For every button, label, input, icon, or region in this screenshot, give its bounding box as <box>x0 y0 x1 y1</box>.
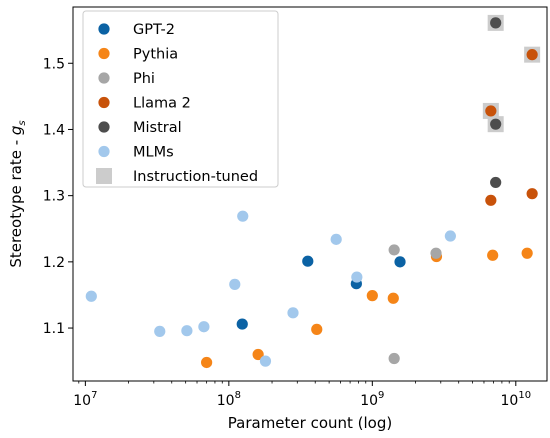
point-llama-2 <box>485 105 497 117</box>
y-axis-title-main: Stereotype rate - <box>7 135 25 268</box>
data-points <box>85 17 538 369</box>
point-pythia <box>311 323 323 335</box>
x-tick-label: 108 <box>217 390 241 409</box>
legend-marker-instruction-tuned <box>96 168 112 184</box>
x-tick-label: 107 <box>73 390 97 409</box>
y-tick-label: 1.1 <box>43 321 65 337</box>
y-tick-label: 1.3 <box>43 189 65 205</box>
y-tick-label: 1.5 <box>43 56 65 72</box>
point-mlms <box>229 278 241 290</box>
legend-label-gpt-2: GPT-2 <box>133 22 175 38</box>
point-pythia <box>252 348 264 361</box>
point-mlms <box>154 325 166 337</box>
point-pythia <box>521 247 533 259</box>
y-tick-label: 1.4 <box>43 122 65 138</box>
x-tick-label: 109 <box>360 390 384 409</box>
x-tick-base: 10 <box>360 393 378 409</box>
legend-label-instruction-tuned: Instruction-tuned <box>133 169 258 185</box>
x-tick-exponent: 9 <box>378 390 384 401</box>
x-tick-exponent: 7 <box>91 390 97 401</box>
legend-marker-pythia <box>98 47 110 60</box>
point-mlms <box>330 233 342 245</box>
legend-label-phi: Phi <box>133 71 155 87</box>
legend-marker-llama-2 <box>98 96 110 109</box>
x-tick-exponent: 8 <box>235 390 241 401</box>
legend-label-mistral: Mistral <box>133 120 182 136</box>
legend-marker-gpt-2 <box>98 23 110 35</box>
plot-area-frame <box>72 6 548 382</box>
x-tick-base: 10 <box>501 393 519 409</box>
point-pythia <box>201 356 213 369</box>
legend-label-pythia: Pythia <box>133 47 178 63</box>
x-axis-ticks: 107 108 109 1010 <box>73 381 531 409</box>
point-gpt-2 <box>236 318 248 330</box>
legend: GPT-2 Pythia Phi Llama 2 Mistral MLMs Instruct… <box>82 10 279 188</box>
point-mlms <box>237 210 249 222</box>
point-pythia <box>387 292 399 304</box>
legend-label-llama-2: Llama 2 <box>133 96 191 112</box>
legend-marker-phi <box>98 72 110 84</box>
point-gpt-2 <box>302 255 314 267</box>
point-pythia <box>366 290 378 302</box>
legend-label-mlms: MLMs <box>133 145 174 161</box>
point-mlms <box>181 325 193 337</box>
y-axis-title-symbol: g <box>7 126 25 136</box>
point-mlms <box>444 230 456 242</box>
x-axis-title: Parameter count (log) <box>228 414 392 432</box>
point-pythia <box>487 249 499 261</box>
point-mistral <box>490 176 502 189</box>
point-llama-2 <box>485 194 497 206</box>
point-mlms <box>85 290 97 302</box>
point-mlms <box>351 271 363 283</box>
point-mistral <box>490 118 502 130</box>
legend-box <box>82 10 279 188</box>
y-axis-title: Stereotype rate - gs <box>7 120 28 267</box>
point-mlms <box>287 307 299 319</box>
point-phi <box>388 352 400 365</box>
y-tick-label: 1.2 <box>43 255 65 271</box>
y-axis-ticks: 1.1 1.2 1.3 1.4 1.5 <box>43 56 73 337</box>
point-llama-2 <box>526 188 538 200</box>
x-tick-base: 10 <box>73 393 91 409</box>
point-mlms <box>259 355 272 367</box>
legend-marker-mistral <box>98 121 110 133</box>
point-mlms <box>198 321 210 333</box>
x-tick-base: 10 <box>217 393 235 409</box>
point-phi <box>388 244 400 256</box>
y-axis-title-subscript: s <box>17 120 28 125</box>
point-phi <box>430 247 442 259</box>
point-gpt-2 <box>394 256 406 268</box>
x-tick-label: 1010 <box>501 390 532 409</box>
legend-marker-mlms <box>98 145 110 158</box>
point-mistral <box>490 17 502 29</box>
x-tick-exponent: 10 <box>518 390 531 401</box>
point-llama-2 <box>526 49 538 61</box>
